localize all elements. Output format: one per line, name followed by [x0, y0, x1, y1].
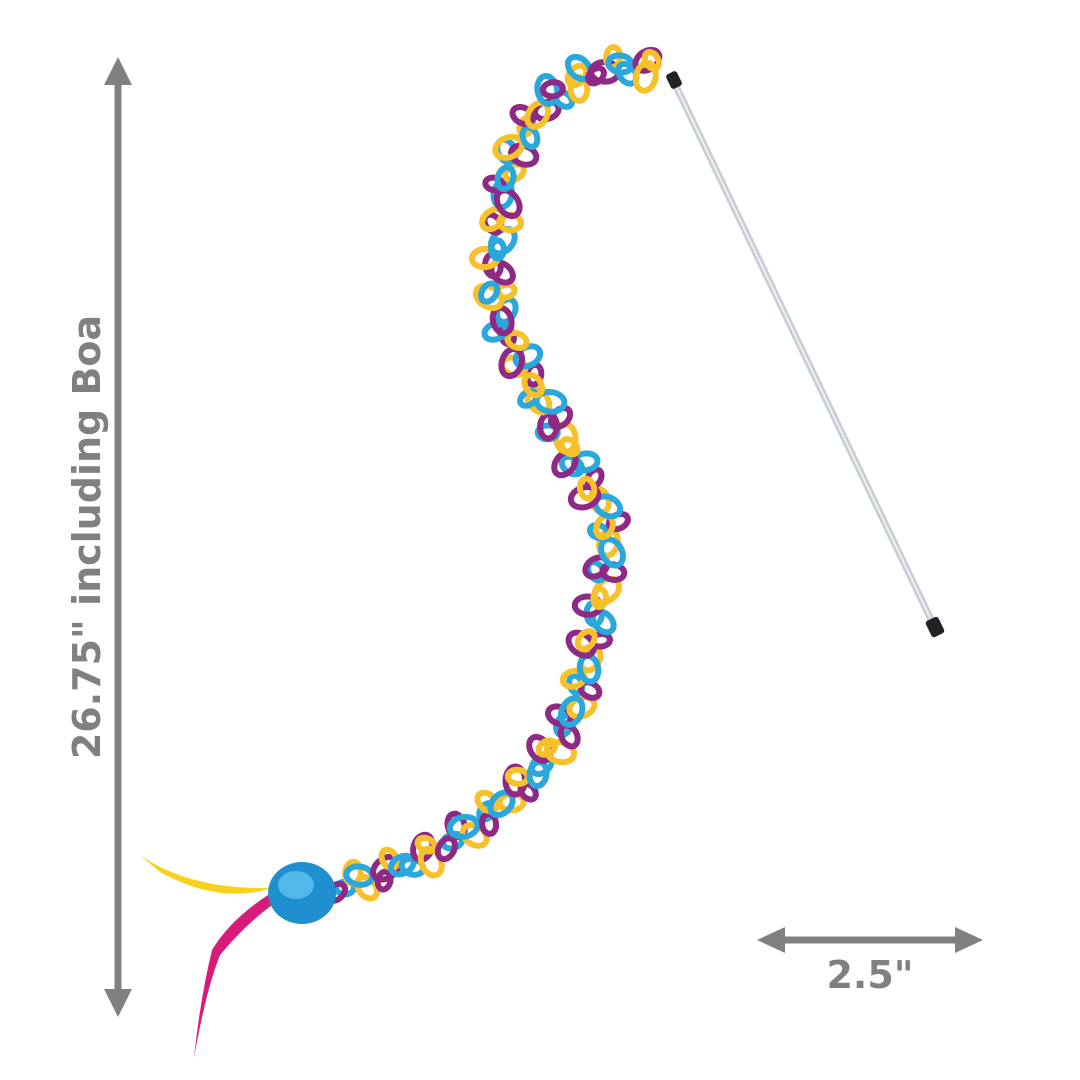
boa-loop — [488, 237, 507, 262]
boa-loop — [590, 586, 610, 611]
boa-loop — [414, 834, 438, 855]
width-dimension-arrow — [757, 927, 983, 953]
boa-loop — [576, 475, 598, 502]
boa-loop — [558, 436, 581, 458]
feathers — [140, 855, 272, 1058]
boa-loop — [478, 280, 501, 305]
wand-tip-cap — [666, 71, 682, 89]
boa-loop — [479, 810, 500, 837]
boa-loop — [574, 628, 598, 652]
boa-loop — [519, 124, 541, 150]
wand-end-cap — [925, 616, 945, 638]
boa-loop — [521, 371, 546, 399]
wand — [666, 71, 945, 638]
boa-loop — [535, 737, 559, 758]
boa-loop — [558, 695, 586, 728]
boa-loop — [534, 73, 561, 107]
height-dimension-arrow — [104, 57, 132, 1017]
boa-loop — [585, 65, 607, 87]
boa-loop — [472, 282, 505, 312]
boa-loop — [539, 79, 566, 100]
boa-loop — [504, 766, 531, 787]
boa-loop — [509, 104, 537, 128]
height-label: 26.75" including Boa — [65, 315, 109, 759]
boa-loop — [434, 835, 458, 863]
boa-loop — [494, 164, 517, 193]
boa-loop — [354, 873, 381, 902]
boa-loop — [446, 813, 481, 840]
boa-loop — [387, 852, 417, 878]
boa-loops — [324, 44, 663, 904]
boa-loop — [641, 49, 662, 72]
boa-loop — [584, 466, 605, 490]
ball — [268, 862, 336, 924]
width-label: 2.5" — [826, 953, 913, 997]
boa-loop — [504, 329, 530, 352]
boa-loop — [474, 789, 500, 815]
boa-loop — [378, 846, 401, 872]
boa-loop — [605, 52, 636, 76]
boa-loop — [565, 629, 597, 659]
boa-loop — [374, 868, 394, 893]
